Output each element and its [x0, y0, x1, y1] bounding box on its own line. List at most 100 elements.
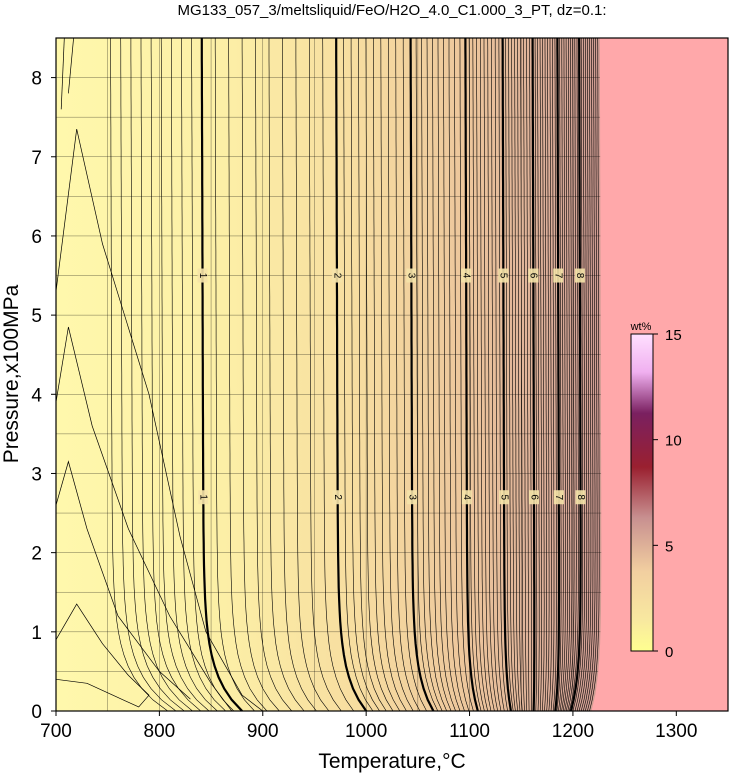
contour-label: 8	[575, 494, 586, 500]
contour-line	[554, 38, 561, 711]
thin-contour	[472, 38, 485, 711]
contour-label: 4	[460, 273, 471, 279]
y-tick-label: 3	[31, 464, 42, 485]
contour-label-bg	[498, 268, 509, 283]
thin-contour	[583, 38, 594, 711]
colorbar-tick-label: 10	[665, 433, 682, 450]
thin-contour	[160, 38, 210, 711]
thin-contour	[395, 38, 421, 711]
low-t-contour	[56, 603, 150, 708]
thin-contour	[556, 38, 562, 711]
thin-contour	[562, 38, 571, 711]
thin-contour	[459, 38, 474, 711]
thin-contour	[454, 38, 470, 711]
thin-contour	[576, 38, 588, 711]
contour-label-bg	[529, 490, 540, 505]
low-t-contour	[56, 129, 264, 711]
thin-contour	[544, 38, 547, 711]
thin-contour	[448, 38, 465, 711]
plot-frame	[55, 37, 729, 712]
contour-label: 1	[197, 273, 208, 279]
colorbar-tick-label: 15	[665, 327, 682, 344]
thin-contour	[480, 38, 492, 711]
contour-7: 77	[553, 38, 564, 711]
contour-line	[200, 38, 243, 711]
low-t-contour	[60, 38, 65, 110]
contour-label-bg	[198, 490, 209, 505]
contour-label-bg	[553, 490, 564, 505]
contour-label: 6	[528, 494, 539, 500]
contour-label-bg	[331, 268, 342, 283]
thin-contour	[520, 38, 525, 711]
thin-contour	[526, 38, 530, 711]
thin-contour	[130, 38, 185, 711]
low-t-contour	[56, 326, 233, 711]
thin-contour	[564, 38, 573, 711]
colorbar-ticks: 0 5 10 15	[653, 327, 682, 661]
contour-8: 88	[569, 38, 586, 711]
thin-contour	[150, 38, 201, 711]
thin-contour	[282, 38, 317, 711]
thin-contour	[343, 38, 374, 711]
thin-contour	[268, 38, 305, 711]
thin-contour	[580, 38, 592, 711]
contour-label: 8	[574, 273, 585, 279]
thin-contour	[110, 38, 168, 711]
y-tick-label: 6	[31, 227, 42, 248]
thin-contour	[578, 38, 590, 711]
y-tick-label: 7	[31, 148, 42, 169]
thin-contour	[437, 38, 456, 711]
chart-title: MG133_057_3/meltsliquid/FeO/H2O_4.0_C1.0…	[177, 2, 606, 19]
thin-contour	[468, 38, 482, 711]
colorbar-gradient	[630, 333, 654, 652]
y-tick-label: 2	[31, 544, 42, 565]
thin-contour	[572, 38, 583, 711]
thin-contour	[120, 38, 177, 711]
thin-contour	[514, 38, 521, 711]
thin-contour	[494, 38, 505, 711]
contour-label: 5	[498, 273, 509, 279]
thin-contour	[567, 38, 577, 711]
thin-contour	[309, 38, 342, 711]
contour-label: 6	[528, 273, 539, 279]
y-tick-label: 0	[31, 702, 42, 723]
contour-label: 3	[406, 494, 417, 500]
thin-contour	[322, 38, 354, 711]
thin-contour	[443, 38, 461, 711]
thin-contour	[421, 38, 443, 711]
thin-contour	[534, 38, 538, 711]
colorbar-tick-label: 5	[665, 538, 673, 555]
contour-4: 44	[460, 38, 479, 711]
y-tick-label: 4	[31, 385, 42, 406]
thin-contour	[561, 38, 568, 711]
thin-contour	[365, 38, 394, 711]
thin-contour	[498, 38, 508, 711]
contour-label: 5	[498, 494, 509, 500]
x-axis-title: Temperature,°C	[318, 750, 465, 773]
thin-contour	[181, 38, 226, 711]
thin-contour	[569, 38, 579, 711]
thin-contour	[546, 38, 550, 711]
thin-contour	[559, 38, 566, 711]
thin-contour	[295, 38, 330, 711]
contour-label-bg	[461, 268, 472, 283]
contour-label: 2	[332, 494, 343, 500]
contour-line	[464, 38, 479, 711]
x-tick-label: 900	[247, 721, 279, 742]
thin-contour	[523, 38, 528, 711]
thin-contour	[558, 38, 564, 711]
colorbar-unit: wt%	[630, 321, 652, 333]
contour-label-bg	[197, 268, 208, 283]
thin-contour	[585, 38, 596, 711]
thin-contour	[539, 38, 542, 711]
contour-6: 66	[528, 38, 540, 711]
contour-label: 7	[553, 494, 564, 500]
thin-contour	[241, 38, 280, 711]
thin-contour	[483, 38, 495, 711]
contour-line	[531, 38, 536, 711]
x-axis-ticks: 700 800 900 1000 1100 1200 1300	[40, 711, 697, 742]
thin-contour	[542, 38, 545, 711]
contour-label-bg	[553, 268, 564, 283]
